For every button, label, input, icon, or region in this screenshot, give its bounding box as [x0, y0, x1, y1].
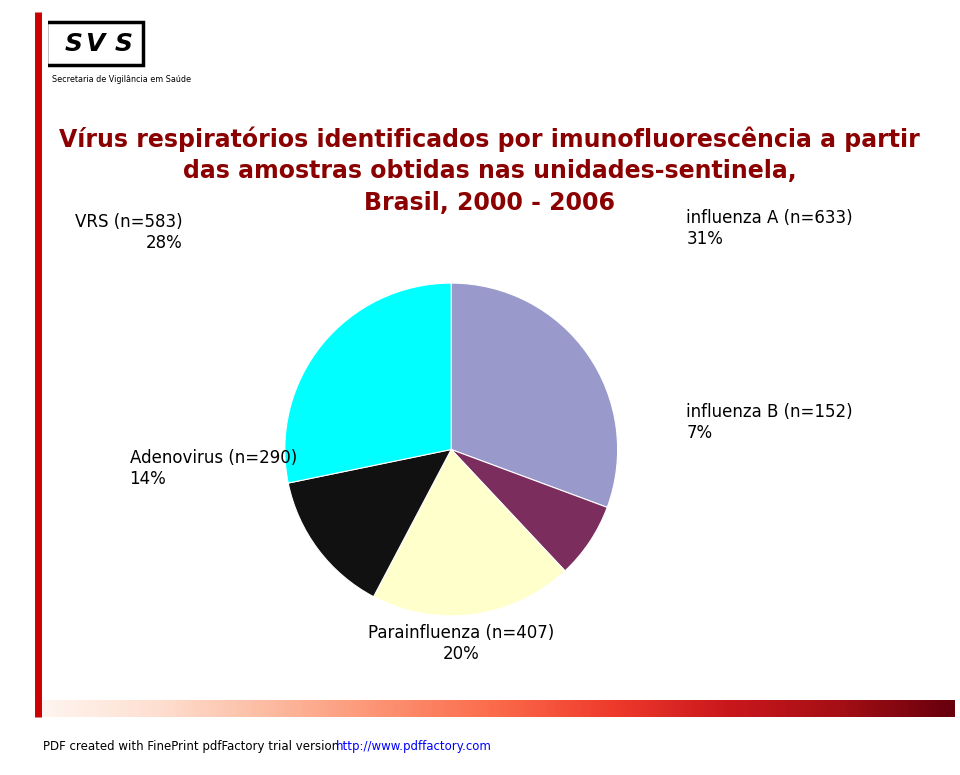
Text: VRS (n=583)
28%: VRS (n=583) 28% — [75, 213, 182, 252]
Text: influenza B (n=152)
7%: influenza B (n=152) 7% — [686, 403, 853, 442]
Text: Parainfluenza (n=407)
20%: Parainfluenza (n=407) 20% — [368, 624, 554, 663]
Wedge shape — [373, 449, 565, 616]
Text: http://www.pdffactory.com: http://www.pdffactory.com — [336, 740, 492, 753]
Text: PDF created with FinePrint pdfFactory trial version: PDF created with FinePrint pdfFactory tr… — [43, 740, 343, 753]
Wedge shape — [285, 283, 451, 483]
Text: Secretaria de Vigilância em Saúde: Secretaria de Vigilância em Saúde — [52, 75, 191, 84]
Text: Vírus respiratórios identificados por imunofluorescência a partir
das amostras o: Vírus respiratórios identificados por im… — [60, 126, 920, 215]
Text: V: V — [84, 32, 104, 56]
Wedge shape — [451, 283, 617, 508]
Text: S: S — [65, 32, 83, 56]
Text: Adenovirus (n=290)
14%: Adenovirus (n=290) 14% — [130, 449, 297, 488]
FancyBboxPatch shape — [46, 22, 143, 65]
Text: S: S — [115, 32, 133, 56]
Wedge shape — [451, 449, 608, 571]
Text: influenza A (n=633)
31%: influenza A (n=633) 31% — [686, 209, 853, 248]
Wedge shape — [288, 449, 451, 597]
